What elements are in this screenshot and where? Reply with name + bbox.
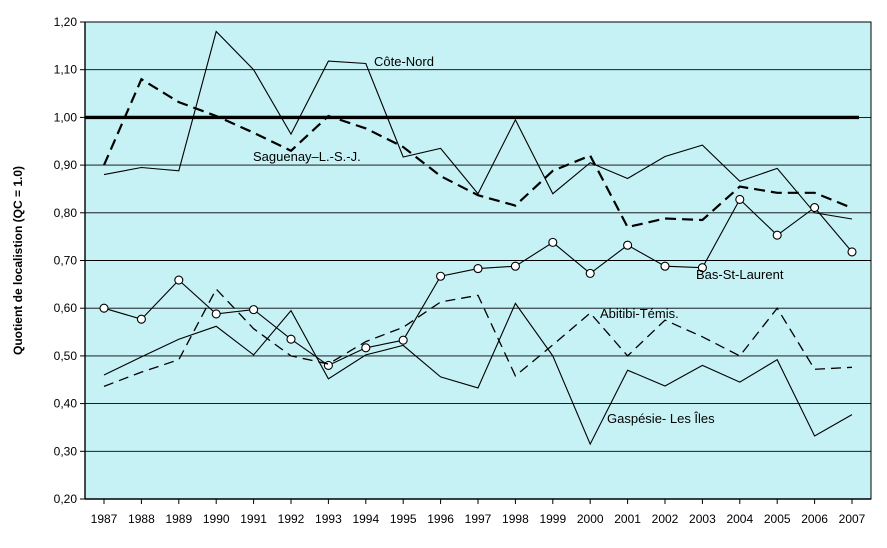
data-point-marker	[623, 240, 633, 250]
series-labels: Côte-Nord Saguenay–L.-S.-J. Bas-St-Laurent…	[253, 54, 784, 426]
y-tick-label: 0,90	[54, 158, 78, 172]
data-point-marker	[735, 194, 745, 204]
y-tick-label: 0,80	[54, 206, 78, 220]
x-tick-label: 1998	[502, 512, 529, 526]
x-tick-label: 2000	[577, 512, 604, 526]
x-tick-label: 2007	[839, 512, 866, 526]
y-tick-label: 1,00	[54, 110, 78, 124]
series-line	[103, 30, 853, 220]
data-point-marker	[548, 237, 558, 247]
data-point-marker	[847, 247, 857, 257]
series-2	[99, 194, 857, 370]
series-0	[103, 30, 853, 220]
series-label: Abitibi-Témis.	[600, 306, 679, 321]
y-tick-label: 0,30	[54, 444, 78, 458]
series-3	[103, 287, 853, 388]
y-tick-label: 1,20	[54, 15, 78, 29]
series-label: Côte-Nord	[374, 54, 434, 69]
x-tick-label: 1995	[390, 512, 417, 526]
y-tick-label: 0,70	[54, 254, 78, 268]
data-point-marker	[211, 309, 221, 319]
x-tick-label: 1994	[352, 512, 379, 526]
x-tick-label: 1989	[165, 512, 192, 526]
series-4	[103, 302, 853, 446]
data-point-marker	[810, 203, 820, 213]
x-tick-label: 2005	[764, 512, 791, 526]
y-axis-label: Quotient de localistion (QC = 1.0)	[11, 166, 25, 355]
x-tick-label: 2002	[652, 512, 679, 526]
data-point-marker	[772, 230, 782, 240]
x-tick-label: 1987	[91, 512, 118, 526]
data-point-marker	[473, 264, 483, 274]
data-point-marker	[510, 261, 520, 271]
x-tick-label: 2006	[801, 512, 828, 526]
x-tick-label: 1990	[203, 512, 230, 526]
data-point-marker	[436, 271, 446, 281]
series-1	[102, 77, 853, 229]
x-tick-label: 1993	[315, 512, 342, 526]
x-tick-label: 1992	[278, 512, 305, 526]
data-point-marker	[361, 343, 371, 353]
x-tick-label: 1996	[427, 512, 454, 526]
data-point-marker	[697, 263, 707, 273]
series-line	[103, 302, 853, 446]
x-tick-label: 1997	[465, 512, 492, 526]
data-point-marker	[323, 360, 333, 370]
data-point-marker	[660, 261, 670, 271]
data-point-marker	[585, 268, 595, 278]
tick-labels: 0,20 0,30 0,40 0,50 0,60 0,70 0,80 0,90 1,00 1,10…	[54, 15, 866, 526]
data-point-marker	[136, 314, 146, 324]
x-tick-label: 1991	[240, 512, 267, 526]
series-label: Saguenay–L.-S.-J.	[253, 149, 361, 164]
y-tick-label: 0,20	[54, 492, 78, 506]
data-point-marker	[249, 305, 259, 315]
series-layer	[99, 30, 857, 446]
y-tick-label: 1,10	[54, 63, 78, 77]
x-tick-label: 2003	[689, 512, 716, 526]
axes	[84, 21, 872, 504]
x-tick-label: 1999	[539, 512, 566, 526]
series-line	[103, 287, 853, 388]
series-label: Bas-St-Laurent	[696, 267, 784, 282]
y-tick-label: 0,40	[54, 397, 78, 411]
y-tick-label: 0,60	[54, 301, 78, 315]
data-point-marker	[99, 303, 109, 313]
series-label: Gaspésie- Les Îles	[607, 411, 715, 426]
x-tick-label: 2001	[614, 512, 641, 526]
x-tick-label: 1988	[128, 512, 155, 526]
data-point-marker	[398, 335, 408, 345]
series-line	[102, 77, 853, 229]
data-point-marker	[286, 334, 296, 344]
y-tick-label: 0,50	[54, 349, 78, 363]
x-tick-label: 2004	[726, 512, 753, 526]
data-point-marker	[174, 275, 184, 285]
